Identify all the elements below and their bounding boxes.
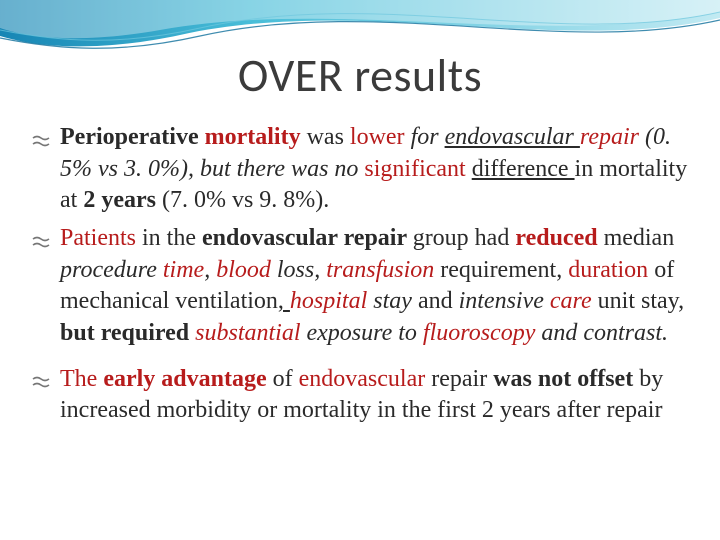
text-segment: repair xyxy=(580,124,645,150)
text-segment: loss, xyxy=(277,257,326,283)
bullet-item: Patients in the endovascular repair grou… xyxy=(30,223,690,350)
text-segment: , xyxy=(204,257,216,283)
text-segment: but required xyxy=(60,320,195,346)
text-segment: mortality xyxy=(205,124,307,150)
text-segment: The xyxy=(60,366,103,392)
text-segment: transfusion xyxy=(326,257,440,283)
text-segment: significant xyxy=(364,156,471,182)
text-segment: substantial xyxy=(195,320,306,346)
text-segment: was xyxy=(307,124,350,150)
text-segment: time xyxy=(163,257,204,283)
text-segment: was not offset xyxy=(493,366,639,392)
bullet-list: Perioperative mortality was lower for en… xyxy=(30,122,690,427)
text-segment: median xyxy=(604,225,675,251)
text-segment: 2 years xyxy=(83,187,162,213)
text-segment: endovascular repair xyxy=(202,225,413,251)
text-segment: , xyxy=(278,288,290,314)
text-segment: duration xyxy=(568,257,654,283)
text-segment: reduced xyxy=(515,225,603,251)
text-segment: and xyxy=(418,288,459,314)
text-segment: of xyxy=(273,366,299,392)
text-segment: group had xyxy=(413,225,516,251)
text-segment: endovascular xyxy=(299,366,432,392)
text-segment: exposure to xyxy=(307,320,423,346)
text-segment: but there was no xyxy=(200,156,364,182)
text-segment: endovascular xyxy=(445,124,580,150)
text-segment: for xyxy=(411,124,445,150)
text-segment: intensive xyxy=(459,288,550,314)
slide-title: OVER results xyxy=(30,48,690,104)
slide-content: OVER results Perioperative mortality was… xyxy=(0,48,720,433)
text-segment: procedure xyxy=(60,257,163,283)
text-segment: stay xyxy=(373,288,418,314)
bullet-item: The early advantage of endovascular repa… xyxy=(30,364,690,427)
text-segment: requirement, xyxy=(440,257,568,283)
text-segment: hospital xyxy=(290,288,373,314)
text-segment: lower xyxy=(350,124,411,150)
text-segment: fluoroscopy xyxy=(423,320,541,346)
text-segment: repair xyxy=(431,366,493,392)
text-segment: Patients xyxy=(60,225,142,251)
text-segment: care xyxy=(550,288,598,314)
bullet-item: Perioperative mortality was lower for en… xyxy=(30,122,690,217)
text-segment: early advantage xyxy=(103,366,272,392)
text-segment: difference xyxy=(472,156,575,182)
text-segment: and contrast. xyxy=(541,320,668,346)
text-segment: Perioperative xyxy=(60,124,205,150)
text-segment: blood xyxy=(216,257,277,283)
text-segment: in the xyxy=(142,225,202,251)
text-segment: unit stay, xyxy=(598,288,684,314)
text-segment: (7. 0% vs 9. 8%). xyxy=(162,187,329,213)
